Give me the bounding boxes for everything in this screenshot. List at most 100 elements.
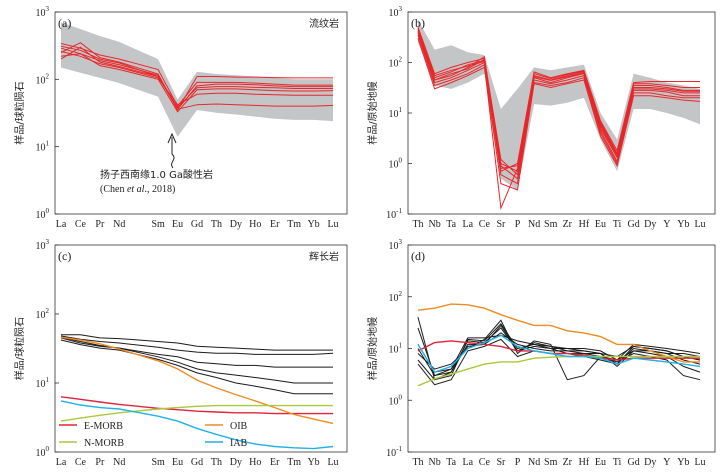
series-line-5	[60, 46, 333, 109]
series-line-oib	[60, 336, 334, 425]
x-tick-label: Nd	[528, 219, 540, 230]
x-tick-label: Eu	[172, 457, 183, 468]
y-axis-label: 样品/球粒陨石	[13, 81, 26, 144]
x-tick-label: Nb	[428, 457, 440, 468]
series-line-3	[60, 42, 333, 112]
x-tick-label: Ce	[479, 219, 491, 230]
legend-label: E-MORB	[84, 421, 123, 432]
x-tick-label: Y	[663, 457, 670, 468]
series-line-4	[417, 33, 700, 185]
x-tick-label: Nd	[113, 457, 125, 468]
x-tick-label: Dy	[230, 219, 242, 230]
x-tick-label: Er	[270, 219, 280, 230]
y-tick-label: 10-1	[386, 445, 402, 459]
x-tick-label: Sm	[151, 457, 165, 468]
x-tick-label: Ho	[249, 219, 261, 230]
y-tick-label: 100	[36, 207, 50, 221]
series-line-5	[417, 34, 700, 211]
panel-a: 100 101 102 103 La Ce Pr Nd Sm Eu Gd Th Dy Ho Er Tm Yb Lu…	[13, 5, 348, 230]
series-line-2	[60, 47, 333, 111]
series-line-n-morb	[60, 404, 333, 422]
plot-frame	[54, 244, 348, 453]
panel-label: (b)	[411, 16, 425, 30]
x-tick-label: Lu	[694, 457, 705, 468]
x-tick-label: Lu	[694, 219, 705, 230]
x-tick-label: Dy	[644, 219, 656, 230]
x-tick-label: Nb	[428, 219, 440, 230]
x-tick-label: Tm	[287, 457, 301, 468]
y-tick-label: 101	[389, 342, 403, 356]
sample-line-5	[417, 334, 701, 373]
arrow-head-icon	[167, 132, 177, 144]
y-tick-label: 103	[36, 5, 50, 19]
x-tick-label: P	[515, 457, 521, 468]
x-tick-label: Sm	[544, 457, 558, 468]
y-tick-label: 103	[389, 238, 403, 252]
plot-frame	[54, 11, 348, 215]
x-tick-label: Sr	[496, 219, 506, 230]
x-tick-label: Th	[211, 457, 222, 468]
sample-line-2	[60, 335, 334, 355]
x-tick-label: Sm	[151, 219, 165, 230]
x-tick-label: Th	[211, 219, 222, 230]
x-tick-label: La	[462, 219, 473, 230]
x-tick-label: Pr	[95, 457, 105, 468]
x-tick-label: Tm	[287, 219, 301, 230]
series-line-n-morb	[417, 355, 700, 387]
series-line-7	[417, 30, 700, 173]
annotation-citation: (Chen et al., 2018)	[100, 184, 175, 195]
x-tick-label: Lu	[327, 457, 338, 468]
series-line-oib	[417, 303, 700, 363]
x-tick-label: La	[56, 457, 67, 468]
x-tick-label: Ho	[249, 457, 261, 468]
annotation-text: 扬子西南缘1.0 Ga酸性岩	[100, 168, 213, 181]
x-tick-label: Lu	[327, 219, 338, 230]
series-line-2	[417, 29, 700, 180]
series-line-1	[417, 27, 700, 176]
x-tick-label: Dy	[230, 457, 242, 468]
x-tick-label: La	[462, 457, 473, 468]
series-line-6	[60, 50, 333, 106]
series-line-6	[417, 38, 701, 191]
legend-label: OIB	[230, 421, 248, 432]
panel-b: 10-1 100 101 102 103 Th Nb Ta La Ce Sr P Nd Sm Zr Hf Eu T…	[366, 5, 716, 230]
x-tick-label: Gd	[628, 457, 640, 468]
series-line-iab	[60, 400, 334, 450]
x-tick-label: Ti	[613, 457, 622, 468]
x-tick-label: Y	[663, 219, 670, 230]
y-axis-label: 样品/原始地幔	[366, 317, 379, 380]
series-line-iab	[417, 334, 701, 373]
series-line-e-morb	[417, 340, 700, 361]
x-tick-label: Sr	[496, 457, 506, 468]
panel-title: 流纹岩	[309, 17, 339, 30]
x-tick-label: Eu	[595, 457, 606, 468]
x-tick-label: Eu	[595, 219, 606, 230]
sample-line-1	[61, 334, 333, 351]
legend-label: N-MORB	[84, 438, 124, 449]
y-tick-label: 10-1	[386, 207, 402, 221]
x-tick-label: Pr	[95, 219, 105, 230]
panel-label: (d)	[411, 249, 425, 263]
panel-title: 辉长岩	[309, 250, 339, 263]
x-tick-label: Ce	[479, 457, 491, 468]
series-line-7	[60, 45, 334, 110]
y-tick-label: 103	[389, 5, 403, 19]
x-tick-label: La	[56, 219, 67, 230]
y-tick-label: 102	[36, 307, 50, 321]
x-tick-label: Er	[270, 457, 280, 468]
panel-label: (c)	[58, 249, 71, 263]
x-tick-label: Hf	[579, 457, 590, 468]
panel-d: 10-1 100 101 102 103 Th Nb Ta La Ce Sr P Nd Sm Zr Hf Eu T…	[366, 238, 716, 468]
y-tick-label: 103	[36, 238, 50, 252]
series-line-8	[417, 27, 700, 169]
y-tick-label: 101	[36, 376, 50, 390]
x-tick-label: Sm	[544, 219, 558, 230]
reference-field	[418, 19, 700, 190]
x-tick-label: Ti	[613, 219, 622, 230]
x-tick-label: Yb	[307, 457, 319, 468]
x-tick-label: Gd	[191, 457, 203, 468]
legend-label: IAB	[230, 438, 248, 449]
y-tick-label: 102	[389, 290, 403, 304]
x-tick-label: Ce	[75, 457, 87, 468]
x-tick-label: P	[515, 219, 521, 230]
